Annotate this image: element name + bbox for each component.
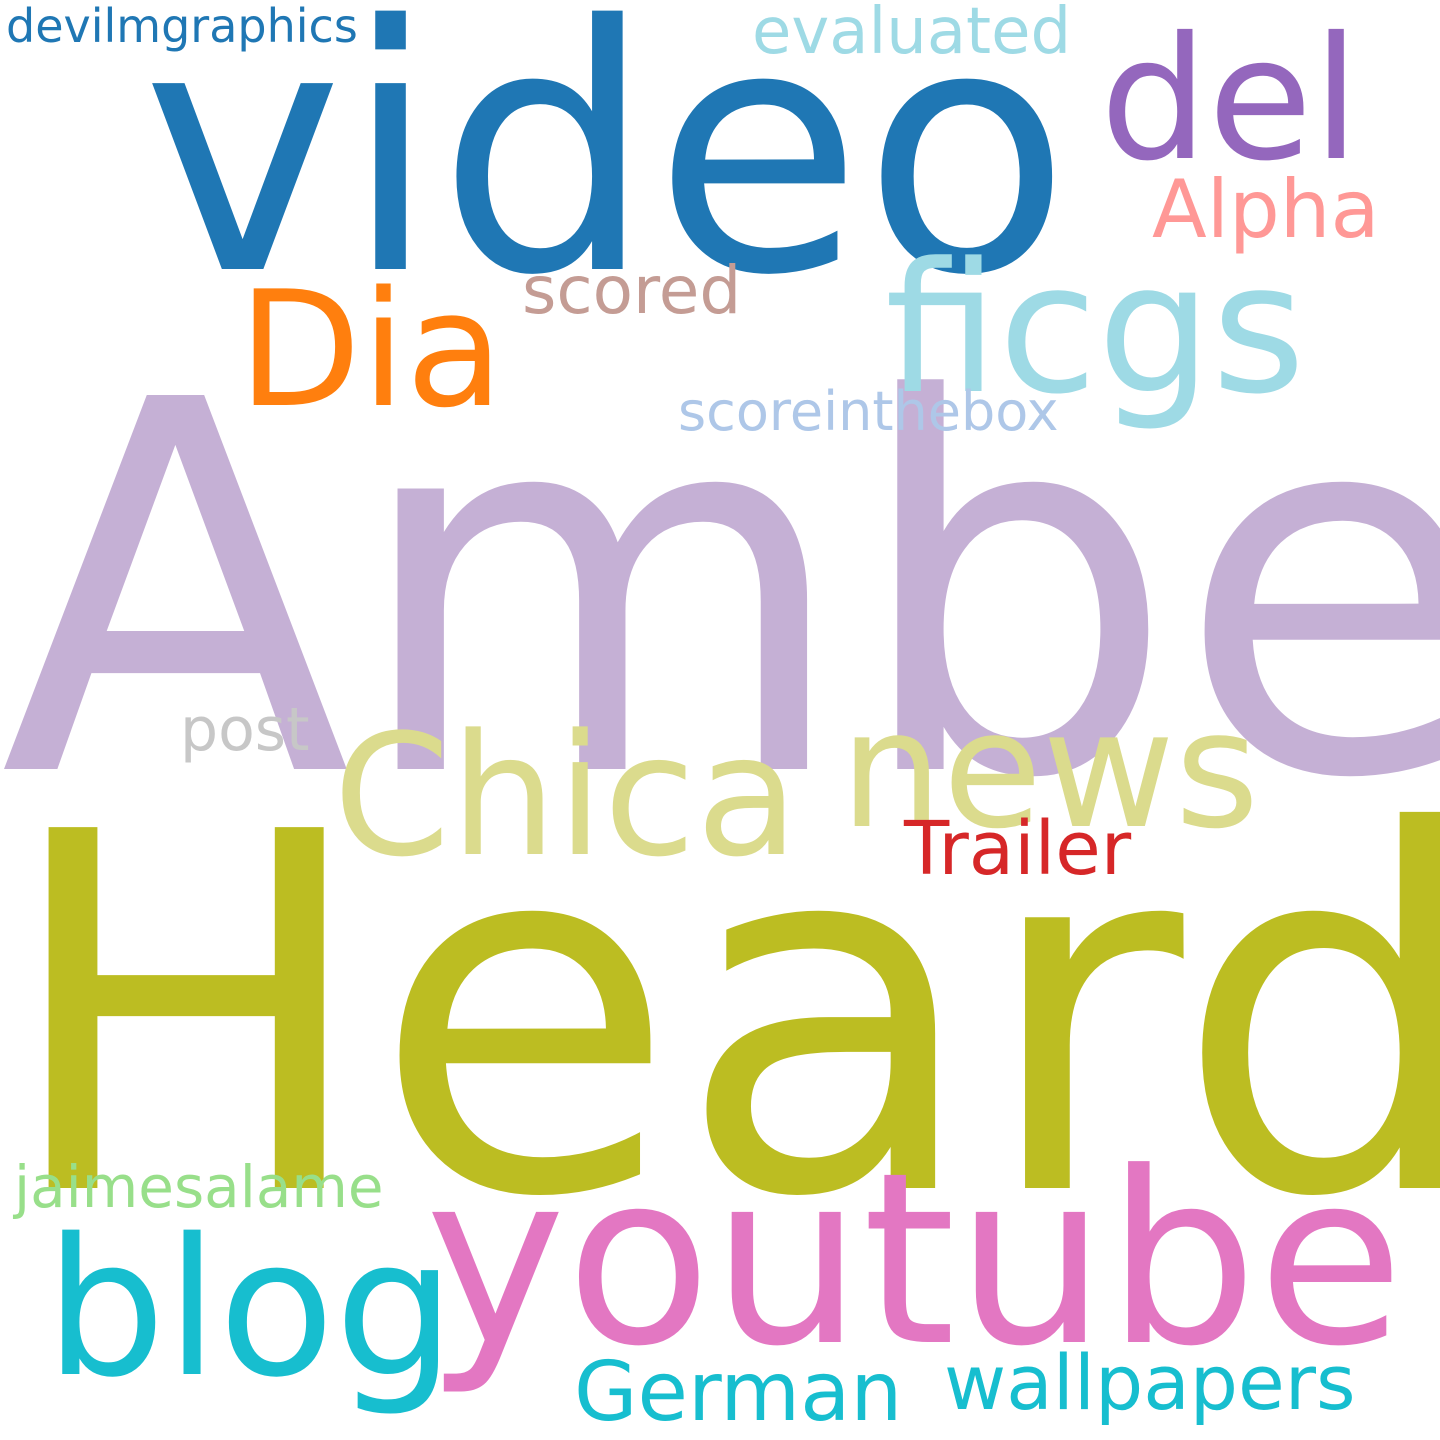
word-heard: Heard xyxy=(0,729,1440,1305)
word-wallpapers: wallpapers xyxy=(944,1338,1356,1427)
word-devilmgraphics: devilmgraphics xyxy=(6,0,358,53)
word-post: post xyxy=(180,695,310,765)
word-scoreinthebox: scoreinthebox xyxy=(678,380,1059,443)
word-blog: blog xyxy=(45,1198,456,1419)
word-video: video xyxy=(142,0,1071,350)
word-del: del xyxy=(1100,1,1360,199)
word-dia: Dia xyxy=(238,256,504,443)
word-german: German xyxy=(574,1345,903,1440)
word-alpha: Alpha xyxy=(1152,163,1380,256)
word-evaluated: evaluated xyxy=(752,0,1072,69)
word-amber: Amber xyxy=(0,293,1440,890)
word-youtube: youtube xyxy=(425,1122,1404,1399)
word-ficgs: ficgs xyxy=(885,225,1306,434)
word-chica: Chica xyxy=(333,698,799,894)
word-jaimesalame: jaimesalame xyxy=(14,1153,384,1221)
word-scored: scored xyxy=(522,252,742,329)
word-news: news xyxy=(840,677,1260,865)
word-trailer: Trailer xyxy=(904,806,1132,892)
